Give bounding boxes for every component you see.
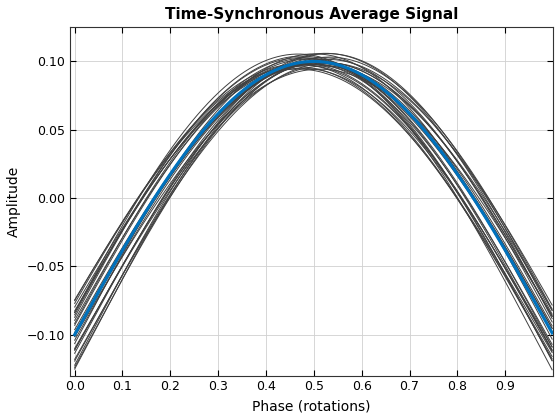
Y-axis label: Amplitude: Amplitude (7, 166, 21, 237)
Title: Time-Synchronous Average Signal: Time-Synchronous Average Signal (165, 7, 458, 22)
X-axis label: Phase (rotations): Phase (rotations) (252, 399, 371, 413)
